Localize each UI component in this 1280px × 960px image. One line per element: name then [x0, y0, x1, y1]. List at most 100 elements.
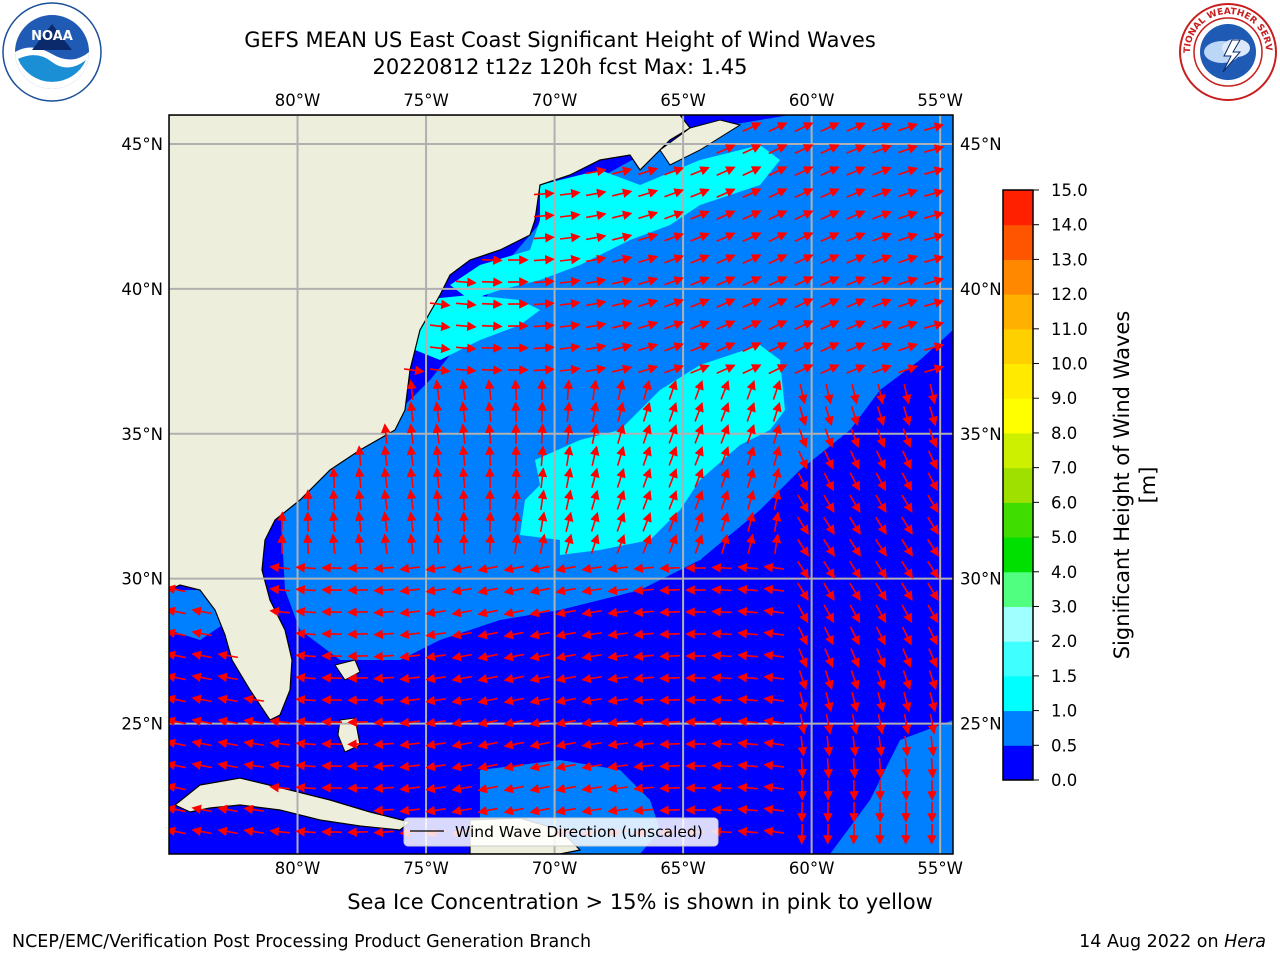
wave-direction-arrow	[849, 494, 861, 514]
wave-direction-arrow	[425, 739, 447, 750]
colorbar-tick-label: 0.0	[1051, 771, 1077, 790]
wave-direction-arrow	[380, 467, 391, 489]
wave-direction-arrow	[927, 472, 939, 492]
wave-direction-arrow	[797, 713, 808, 735]
wave-direction-arrow	[875, 757, 885, 779]
wave-direction-arrow	[616, 379, 626, 400]
wave-direction-arrow	[529, 585, 551, 596]
wave-direction-arrow	[875, 472, 887, 492]
colorbar-segment	[1003, 294, 1033, 330]
wave-direction-arrow	[451, 717, 473, 728]
wave-direction-arrow	[217, 826, 239, 837]
wave-direction-arrow	[555, 717, 577, 728]
wave-direction-arrow	[503, 805, 524, 816]
lon-tick-label-bottom: 65°W	[660, 859, 706, 878]
wave-direction-arrow	[901, 472, 913, 492]
wave-direction-arrow	[638, 166, 659, 176]
wave-direction-arrow	[616, 445, 626, 466]
wave-direction-arrow	[169, 672, 186, 683]
wave-direction-arrow	[794, 210, 814, 221]
wave-direction-arrow	[303, 533, 313, 555]
wave-direction-arrow	[217, 738, 239, 749]
wave-direction-arrow	[191, 606, 213, 617]
wave-direction-arrow	[642, 379, 652, 400]
wave-direction-arrow	[529, 805, 551, 816]
wave-direction-arrow	[373, 761, 395, 772]
wave-direction-arrow	[797, 626, 808, 646]
colorbar-segment	[1003, 224, 1033, 260]
wave-direction-arrow	[763, 584, 785, 595]
wave-direction-arrow	[876, 406, 886, 427]
wave-direction-arrow	[872, 298, 892, 308]
wave-direction-arrow	[633, 607, 655, 618]
colorbar-segment	[1003, 710, 1033, 746]
wave-direction-arrow	[668, 424, 678, 444]
wave-direction-arrow	[823, 735, 834, 757]
wave-direction-arrow	[399, 607, 421, 618]
wave-direction-arrow	[659, 717, 681, 727]
wave-direction-arrow	[485, 445, 495, 467]
wave-direction-arrow	[533, 233, 555, 243]
wave-direction-arrow	[794, 122, 814, 133]
wave-direction-arrow	[846, 166, 866, 176]
wave-direction-arrow	[711, 761, 733, 771]
wave-direction-arrow	[169, 628, 186, 639]
wave-direction-arrow	[616, 511, 626, 532]
wave-direction-arrow	[373, 695, 395, 706]
wave-direction-arrow	[820, 166, 840, 177]
wave-direction-arrow	[295, 629, 317, 639]
wave-direction-arrow	[902, 384, 912, 405]
wave-direction-arrow	[872, 122, 892, 132]
wave-direction-arrow	[824, 692, 834, 713]
wave-direction-arrow	[529, 673, 551, 684]
wave-direction-arrow	[668, 512, 678, 532]
wave-direction-arrow	[872, 364, 892, 374]
wave-direction-arrow	[169, 738, 186, 749]
lat-tick-label-right: 25°N	[960, 715, 1002, 734]
wave-direction-arrow	[503, 585, 524, 596]
wave-direction-arrow	[824, 648, 834, 668]
wave-direction-arrow	[481, 365, 503, 375]
wave-direction-arrow	[737, 650, 759, 661]
wave-direction-arrow	[633, 651, 655, 662]
wave-direction-arrow	[612, 254, 633, 264]
wave-direction-arrow	[503, 629, 524, 640]
wave-direction-arrow	[876, 648, 886, 668]
wave-direction-arrow	[638, 210, 659, 220]
wave-direction-arrow	[898, 276, 919, 286]
wave-direction-arrow	[529, 695, 551, 706]
wave-direction-arrow	[633, 739, 655, 750]
wave-direction-arrow	[303, 511, 313, 533]
wave-direction-arrow	[559, 298, 581, 309]
wave-direction-arrow	[924, 342, 945, 352]
wave-direction-arrow	[824, 406, 834, 427]
wave-direction-arrow	[823, 538, 835, 557]
wave-direction-arrow	[872, 320, 892, 330]
lon-tick-label-top: 55°W	[917, 91, 963, 110]
wave-direction-arrow	[191, 716, 213, 727]
wave-direction-arrow	[607, 761, 629, 772]
wave-direction-arrow	[380, 511, 391, 533]
wave-direction-arrow	[503, 563, 524, 574]
wave-direction-arrow	[875, 494, 887, 514]
wave-direction-arrow	[768, 144, 788, 155]
wave-direction-arrow	[585, 364, 607, 375]
wave-direction-arrow	[555, 695, 577, 706]
wave-direction-arrow	[537, 511, 548, 533]
axis-tick-labels: 80°W 80°W 75°W 75°W 70°W 70°W 65°W 65°W 60°W 60°W…	[121, 91, 1001, 878]
wave-direction-arrow	[872, 144, 892, 154]
wave-direction-arrow	[581, 629, 603, 640]
wave-direction-arrow	[585, 210, 607, 221]
wave-direction-arrow	[742, 364, 762, 375]
colorbar-segment	[1003, 467, 1033, 503]
wave-direction-arrow	[425, 717, 447, 728]
wave-direction-arrow	[690, 276, 710, 286]
wave-direction-arrow	[633, 585, 655, 596]
wave-direction-arrow	[694, 380, 704, 400]
wave-direction-arrow	[537, 423, 547, 445]
wave-direction-arrow	[477, 585, 499, 596]
wave-direction-arrow	[555, 607, 577, 618]
wave-direction-arrow	[872, 254, 892, 264]
wave-direction-arrow	[928, 384, 938, 405]
wave-direction-arrow	[477, 739, 499, 750]
